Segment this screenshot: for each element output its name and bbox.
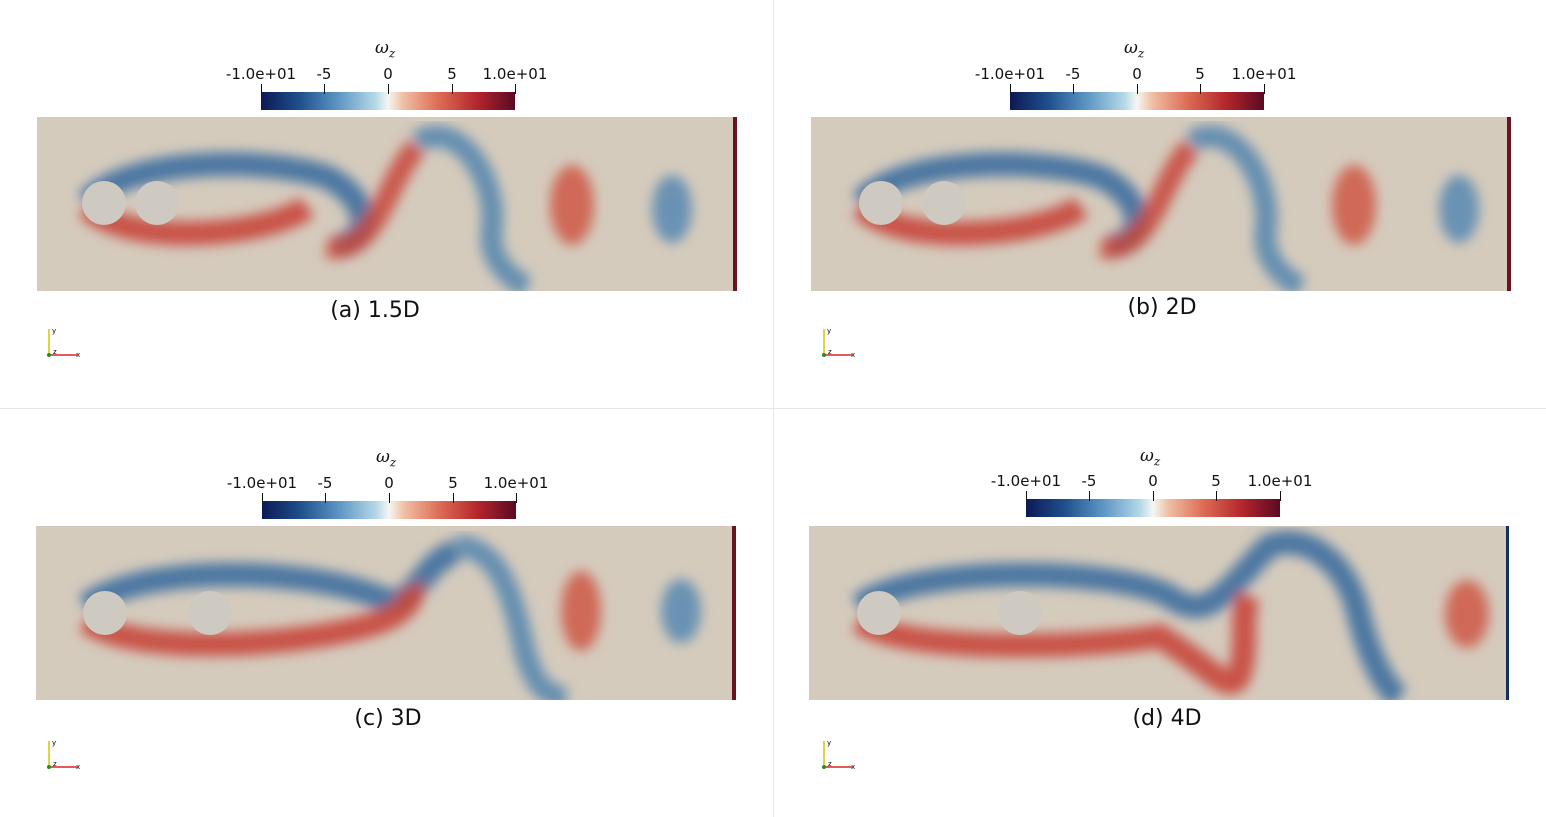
colorbar-tick-label: 0 [384, 474, 394, 492]
colorbar [262, 501, 516, 519]
panel-caption: (c) 3D [354, 706, 422, 731]
axis-label-z: z [53, 348, 57, 356]
colorbar-tick-label: -5 [316, 65, 332, 83]
axis-label-y: y [827, 739, 831, 747]
colorbar-tick [1073, 84, 1074, 94]
colorbar-tick [453, 493, 454, 503]
colorbar-tick [452, 84, 453, 94]
axis-label-y: y [52, 739, 56, 747]
vorticity-field-plot [36, 526, 736, 700]
panel-d: ωz -1.0e+01 -5 0 5 1.0e+01 (d) 4D y z x [773, 408, 1546, 816]
colorbar-tick-label: 0 [1132, 65, 1142, 83]
colorbar-tick [261, 84, 262, 94]
colorbar-title: ωz [375, 38, 396, 61]
colorbar-tick-label: 0 [383, 65, 393, 83]
panel-b: ωz -1.0e+01 -5 0 5 1.0e+01 (b) 2D y z x [773, 0, 1546, 408]
colorbar-tick [389, 493, 390, 503]
colorbar-tick [388, 84, 389, 94]
colorbar-tick [1026, 491, 1027, 501]
colorbar-tick-label: 5 [447, 65, 457, 83]
panel-c: ωz -1.0e+01 -5 0 5 1.0e+01 (c) 3D y z x [0, 408, 773, 816]
colorbar-tick [1264, 84, 1265, 94]
axes-triad-icon: y z x [822, 739, 855, 771]
colorbar-tick-label: -5 [317, 474, 333, 492]
colorbar-title: ωz [1140, 446, 1161, 469]
colorbar-title: ωz [376, 447, 397, 470]
colorbar-tick [1280, 491, 1281, 501]
colorbar-tick-label: -1.0e+01 [225, 65, 297, 83]
colorbar-tick [1216, 491, 1217, 501]
colorbar-title: ωz [1124, 38, 1145, 61]
colorbar-tick-label: -1.0e+01 [226, 474, 298, 492]
axis-label-x: x [76, 351, 80, 359]
colorbar-tick [325, 493, 326, 503]
colorbar-tick [1153, 491, 1154, 501]
panel-a: ωz -1.0e+01 -5 0 5 1.0e+01 (a) 1.5D y z … [0, 0, 773, 408]
panel-divider-horizontal [0, 408, 1546, 409]
vorticity-field-plot [37, 117, 737, 291]
colorbar-tick [516, 493, 517, 503]
axis-label-y: y [827, 327, 831, 335]
colorbar-tick [1137, 84, 1138, 94]
colorbar-tick-label: -1.0e+01 [974, 65, 1046, 83]
colorbar-tick [1200, 84, 1201, 94]
colorbar-tick [1010, 84, 1011, 94]
axis-label-z: z [828, 760, 832, 768]
axis-label-x: x [851, 763, 855, 771]
panel-caption: (b) 2D [1127, 295, 1197, 320]
axes-triad-icon: y z x [47, 327, 80, 359]
colorbar [1026, 499, 1280, 517]
axis-label-y: y [52, 327, 56, 335]
colorbar-tick-label: 1.0e+01 [1247, 472, 1313, 490]
colorbar-tick-label: -5 [1081, 472, 1097, 490]
panel-caption: (a) 1.5D [330, 298, 420, 323]
colorbar-tick [1089, 491, 1090, 501]
colorbar-tick-label: 1.0e+01 [1231, 65, 1297, 83]
axis-label-x: x [851, 351, 855, 359]
colorbar-tick-label: 5 [1195, 65, 1205, 83]
vorticity-field-plot [809, 526, 1509, 700]
colorbar-tick [515, 84, 516, 94]
colorbar-tick-label: -1.0e+01 [990, 472, 1062, 490]
colorbar-tick-label: 5 [1211, 472, 1221, 490]
colorbar-tick-label: 5 [448, 474, 458, 492]
colorbar-tick-label: 0 [1148, 472, 1158, 490]
colorbar-tick [262, 493, 263, 503]
colorbar-tick-label: 1.0e+01 [483, 474, 549, 492]
panel-caption: (d) 4D [1132, 706, 1202, 731]
colorbar-tick-label: 1.0e+01 [482, 65, 548, 83]
colorbar-tick [324, 84, 325, 94]
axis-label-x: x [76, 763, 80, 771]
colorbar [261, 92, 515, 110]
axes-triad-icon: y z x [822, 327, 855, 359]
colorbar [1010, 92, 1264, 110]
axis-label-z: z [828, 348, 832, 356]
colorbar-tick-label: -5 [1065, 65, 1081, 83]
axis-label-z: z [53, 760, 57, 768]
axes-triad-icon: y z x [47, 739, 80, 771]
vorticity-field-plot [811, 117, 1511, 291]
